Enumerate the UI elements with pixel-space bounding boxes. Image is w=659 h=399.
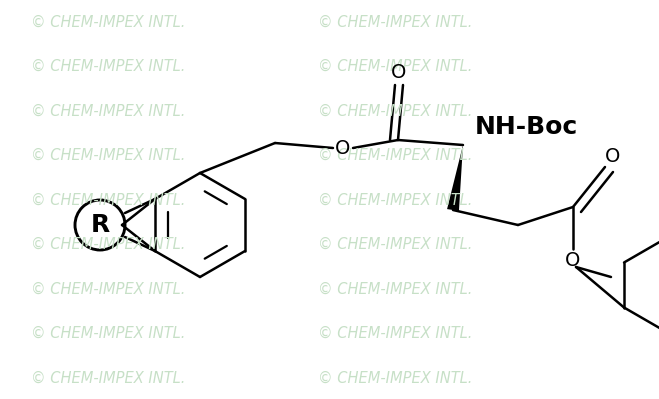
Text: © CHEM-IMPEX INTL.: © CHEM-IMPEX INTL. bbox=[318, 59, 473, 74]
Text: © CHEM-IMPEX INTL.: © CHEM-IMPEX INTL. bbox=[31, 14, 185, 30]
Text: © CHEM-IMPEX INTL.: © CHEM-IMPEX INTL. bbox=[318, 237, 473, 252]
Text: © CHEM-IMPEX INTL.: © CHEM-IMPEX INTL. bbox=[318, 103, 473, 119]
Text: © CHEM-IMPEX INTL.: © CHEM-IMPEX INTL. bbox=[318, 371, 473, 385]
Text: © CHEM-IMPEX INTL.: © CHEM-IMPEX INTL. bbox=[318, 282, 473, 296]
Text: © CHEM-IMPEX INTL.: © CHEM-IMPEX INTL. bbox=[31, 148, 185, 163]
Text: O: O bbox=[335, 138, 351, 158]
Text: O: O bbox=[606, 148, 621, 166]
Text: © CHEM-IMPEX INTL.: © CHEM-IMPEX INTL. bbox=[318, 148, 473, 163]
Text: © CHEM-IMPEX INTL.: © CHEM-IMPEX INTL. bbox=[318, 14, 473, 30]
Text: © CHEM-IMPEX INTL.: © CHEM-IMPEX INTL. bbox=[31, 59, 185, 74]
Text: © CHEM-IMPEX INTL.: © CHEM-IMPEX INTL. bbox=[31, 103, 185, 119]
Text: © CHEM-IMPEX INTL.: © CHEM-IMPEX INTL. bbox=[318, 326, 473, 341]
Text: R: R bbox=[90, 213, 109, 237]
Text: NH-Boc: NH-Boc bbox=[475, 115, 578, 139]
Text: © CHEM-IMPEX INTL.: © CHEM-IMPEX INTL. bbox=[31, 192, 185, 207]
Text: © CHEM-IMPEX INTL.: © CHEM-IMPEX INTL. bbox=[31, 371, 185, 385]
Text: © CHEM-IMPEX INTL.: © CHEM-IMPEX INTL. bbox=[31, 237, 185, 252]
Polygon shape bbox=[447, 145, 463, 211]
Text: © CHEM-IMPEX INTL.: © CHEM-IMPEX INTL. bbox=[31, 282, 185, 296]
Text: O: O bbox=[391, 63, 407, 83]
Text: © CHEM-IMPEX INTL.: © CHEM-IMPEX INTL. bbox=[31, 326, 185, 341]
Text: © CHEM-IMPEX INTL.: © CHEM-IMPEX INTL. bbox=[318, 192, 473, 207]
Text: O: O bbox=[565, 251, 581, 271]
